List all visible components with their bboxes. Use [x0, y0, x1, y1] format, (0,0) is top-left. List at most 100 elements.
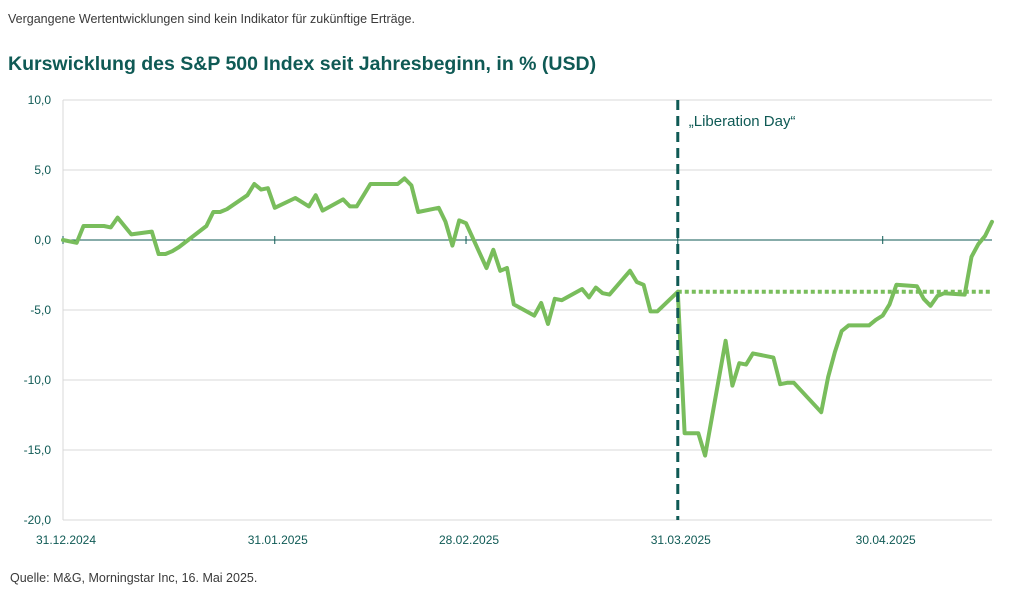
data-point [642, 283, 646, 287]
data-point [225, 207, 229, 211]
data-point [928, 304, 933, 308]
data-point [211, 210, 215, 214]
annotation-label: „Liberation Day“ [689, 113, 796, 130]
y-tick-label: 10,0 [28, 93, 52, 107]
data-point [689, 431, 694, 435]
data-point [737, 361, 741, 365]
data-point [273, 206, 277, 210]
data-point [109, 225, 113, 229]
data-point [874, 318, 878, 322]
y-tick-label: -20,0 [24, 513, 52, 527]
data-point [976, 242, 980, 246]
data-point [355, 204, 359, 208]
data-point [539, 301, 543, 305]
data-point [416, 210, 420, 214]
source-text: Quelle: M&G, Morningstar Inc, 16. Mai 20… [10, 571, 258, 585]
data-point [341, 197, 345, 201]
data-point [785, 381, 789, 385]
data-point [484, 266, 489, 270]
data-point [553, 297, 557, 301]
data-point [826, 375, 830, 379]
data-point [922, 297, 926, 301]
data-point [696, 431, 700, 435]
data-point [532, 314, 536, 318]
x-tick-label: 31.03.2025 [651, 533, 711, 547]
data-point [348, 204, 352, 208]
data-point [368, 182, 372, 186]
data-point [320, 209, 325, 213]
data-point [601, 291, 605, 295]
x-tick-label: 31.12.2024 [36, 533, 96, 547]
data-point [771, 356, 776, 360]
data-point [102, 224, 106, 228]
data-point [464, 221, 468, 225]
y-tick-label: 5,0 [34, 163, 51, 177]
data-point [402, 176, 407, 180]
data-point [683, 431, 687, 435]
data-point [778, 382, 782, 386]
data-point [498, 269, 502, 273]
y-tick-label: -10,0 [24, 373, 52, 387]
grid-layer [63, 99, 992, 521]
data-point [819, 410, 823, 414]
data-point [840, 329, 844, 333]
data-point [157, 252, 161, 256]
data-point [505, 266, 509, 270]
y-tick-label: -15,0 [24, 443, 52, 457]
disclaimer-text: Vergangene Wertentwicklungen sind kein I… [8, 12, 415, 26]
data-point [314, 193, 318, 197]
data-point [177, 245, 181, 249]
data-point [491, 248, 495, 252]
data-point [915, 284, 919, 288]
data-point [969, 255, 974, 259]
y-tick-label: 0,0 [34, 233, 51, 247]
data-point [116, 216, 120, 220]
data-point [792, 381, 796, 385]
data-point [744, 363, 748, 367]
data-point [942, 291, 946, 295]
data-point [266, 186, 270, 190]
data-point [293, 196, 297, 200]
data-point [457, 218, 461, 222]
x-tick-label: 31.01.2025 [248, 533, 308, 547]
data-point [560, 298, 564, 302]
y-tick-label: -5,0 [30, 303, 51, 317]
data-point [437, 206, 441, 210]
data-point [983, 234, 987, 238]
data-point [723, 339, 728, 343]
data-point [935, 294, 939, 298]
data-point [75, 241, 79, 245]
data-point [163, 252, 168, 256]
data-point [245, 193, 250, 197]
data-point [655, 309, 659, 313]
x-tick-label: 30.04.2025 [856, 533, 916, 547]
data-point [218, 210, 222, 214]
data-point [252, 182, 256, 186]
data-point [396, 182, 400, 186]
data-point [512, 302, 516, 306]
data-point [587, 295, 591, 299]
data-point [607, 293, 612, 297]
data-point [751, 351, 755, 355]
data-point [361, 193, 366, 197]
x-tick-label: 28.02.2025 [439, 533, 499, 547]
data-point [635, 280, 639, 284]
data-point [881, 314, 885, 318]
data-point [990, 220, 994, 224]
data-point [170, 249, 174, 253]
series-line [61, 176, 994, 458]
data-point [61, 238, 65, 242]
data-point [963, 293, 967, 297]
data-point [628, 269, 632, 273]
data-point [129, 232, 133, 236]
data-point [150, 230, 154, 234]
data-point [703, 454, 707, 458]
series-layer [61, 176, 994, 458]
annotation-layer: „Liberation Day“ [676, 100, 796, 520]
data-point [833, 350, 837, 354]
data-point [594, 286, 598, 290]
data-point [730, 384, 735, 388]
data-point [443, 220, 448, 224]
data-point [894, 283, 898, 287]
